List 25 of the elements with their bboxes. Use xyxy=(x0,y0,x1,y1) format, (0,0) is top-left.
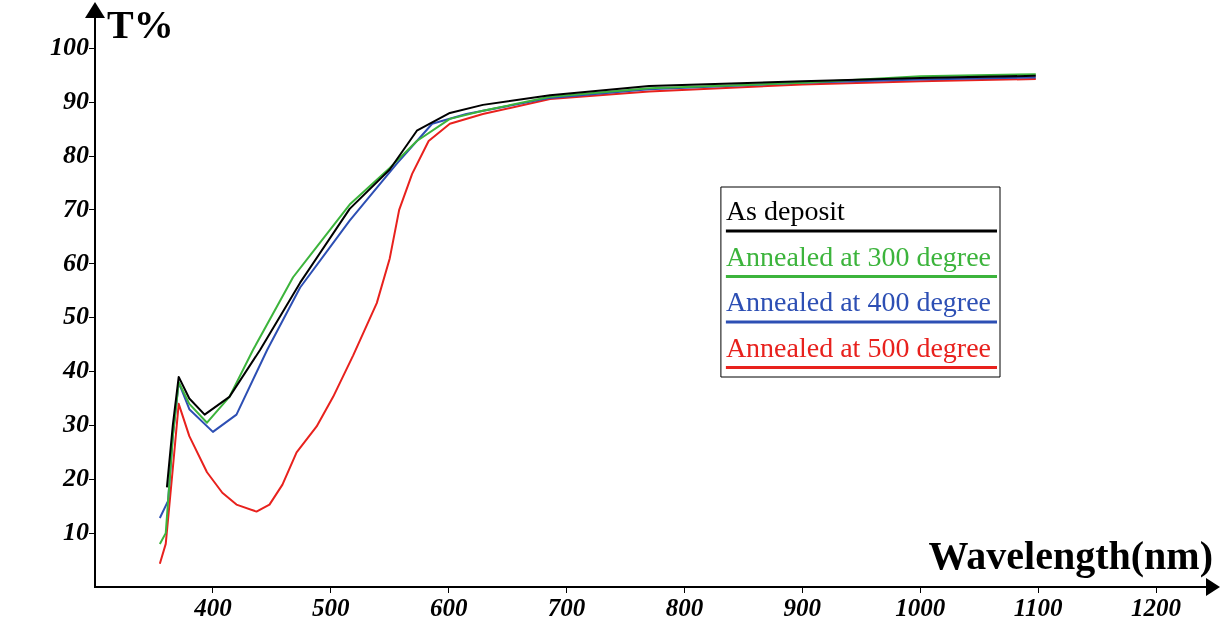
y-axis-title: T% xyxy=(107,2,174,48)
y-tick-label: 90 xyxy=(63,85,89,115)
x-tick-label: 600 xyxy=(429,594,468,622)
x-tick-label: 800 xyxy=(665,594,704,622)
text: As deposit xyxy=(725,195,846,227)
x-tick-label: 1100 xyxy=(1013,594,1063,622)
y-tick-label: 50 xyxy=(63,301,89,331)
y-tick-label: 60 xyxy=(63,247,89,277)
text: Annealed at 300 degree xyxy=(725,240,992,272)
y-tick-label: 20 xyxy=(62,462,89,492)
text: Annealed at 400 degree xyxy=(725,286,992,318)
x-tick-label: 400 xyxy=(193,594,233,622)
x-tick-label: 900 xyxy=(783,594,822,622)
x-tick-label: 500 xyxy=(312,594,351,622)
x-tick-label: 1000 xyxy=(895,594,946,622)
y-tick-label: 100 xyxy=(50,32,89,62)
x-axis-title: Wavelength(nm) xyxy=(928,533,1213,579)
y-tick-label: 30 xyxy=(62,409,89,439)
y-tick-label: 80 xyxy=(63,139,89,169)
text: Annealed at 500 degree xyxy=(725,331,992,363)
y-tick-label: 70 xyxy=(63,193,89,223)
x-tick-label: 1200 xyxy=(1131,594,1182,622)
y-tick-label: 10 xyxy=(63,516,89,546)
y-tick-label: 40 xyxy=(62,355,89,385)
x-tick-label: 700 xyxy=(547,594,586,622)
